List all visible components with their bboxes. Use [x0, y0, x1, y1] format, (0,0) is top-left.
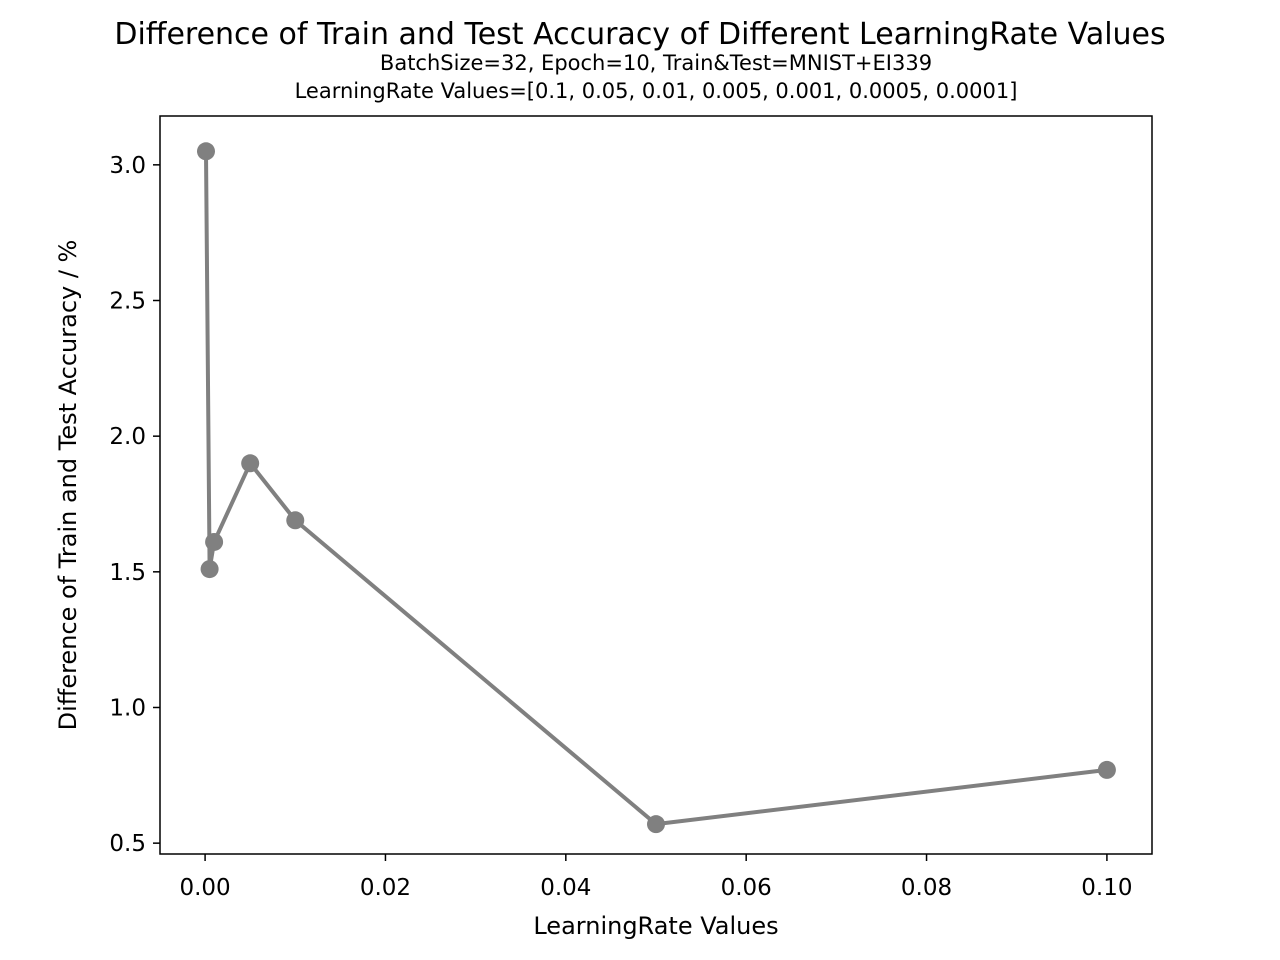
- x-tick-label: 0.02: [360, 875, 411, 901]
- data-point: [286, 511, 305, 530]
- x-tick-label: 0.08: [901, 875, 952, 901]
- y-tick-label: 2.5: [109, 289, 146, 315]
- chart-subtitle-line-2: LearningRate Values=[0.1, 0.05, 0.01, 0.…: [295, 79, 1018, 103]
- data-point: [196, 142, 215, 161]
- y-axis-label: Difference of Train and Test Accuracy / …: [54, 240, 82, 731]
- x-tick-label: 0.00: [179, 875, 230, 901]
- x-axis-ticks: 0.00 0.02 0.04 0.06 0.08 0.10: [179, 854, 1133, 901]
- data-point: [200, 560, 219, 579]
- data-point: [647, 815, 665, 834]
- y-tick-label: 2.0: [109, 424, 146, 450]
- y-tick-label: 1.5: [109, 560, 146, 586]
- chart-title: Difference of Train and Test Accuracy of…: [114, 17, 1165, 52]
- data-point: [1097, 760, 1116, 779]
- data-point: [205, 532, 224, 551]
- plot-area-frame: [159, 115, 1153, 855]
- chart-subtitle-line-1: BatchSize=32, Epoch=10, Train&Test=MNIST…: [380, 51, 932, 75]
- y-tick-label: 3.0: [109, 153, 146, 179]
- x-axis-label: LearningRate Values: [533, 912, 778, 940]
- x-tick-label: 0.10: [1081, 875, 1132, 901]
- y-axis-ticks: 0.5 1.0 1.5 2.0 2.5 3.0: [109, 153, 160, 857]
- y-tick-label: 0.5: [109, 831, 146, 857]
- x-tick-label: 0.04: [540, 875, 591, 901]
- series-layer: [196, 142, 1116, 834]
- data-point: [241, 454, 260, 473]
- x-tick-label: 0.06: [721, 875, 772, 901]
- series-line: [203, 149, 1109, 827]
- y-tick-label: 1.0: [109, 695, 146, 721]
